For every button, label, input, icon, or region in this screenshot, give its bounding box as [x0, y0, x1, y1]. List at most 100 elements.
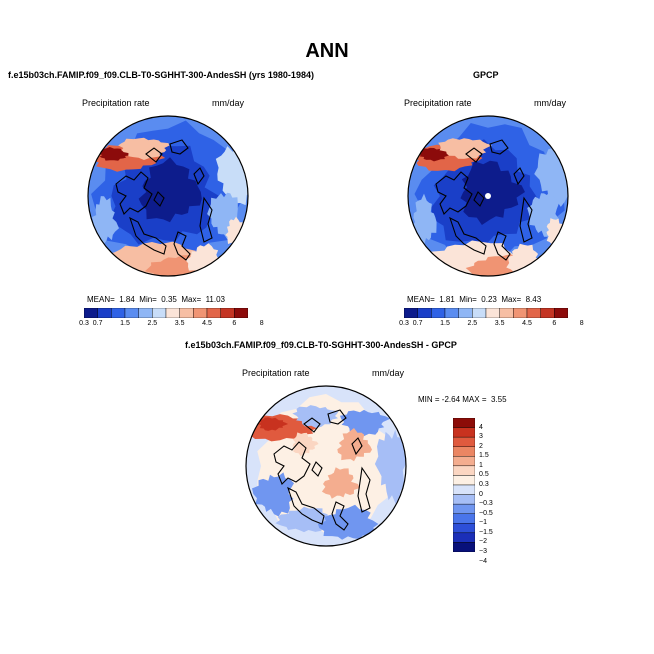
- coastline: [473, 191, 485, 207]
- panel1-colorbar: [84, 308, 248, 318]
- map-border: [245, 385, 407, 547]
- panel2-mean-label: MEAN=: [407, 295, 435, 304]
- panel3-colorbar-tick-label: 1.5: [479, 452, 489, 460]
- panel1-colorbar-swatch: [206, 308, 221, 318]
- coastline: [287, 486, 325, 525]
- panel3-colorbar-swatch: [453, 446, 475, 457]
- precip-region: [292, 405, 339, 428]
- panel2-colorbar-tick-label: 0.3: [399, 320, 409, 327]
- coastline: [193, 167, 205, 186]
- panel2-mean: 1.81: [439, 295, 455, 304]
- panel3-colorbar-swatch: [453, 542, 475, 552]
- panel1-units: mm/day: [212, 98, 245, 108]
- panel1-colorbar-swatch: [165, 308, 180, 318]
- panel2-colorbar-swatch: [485, 308, 500, 318]
- panel1-colorbar-tick-label: 3.5: [174, 320, 185, 327]
- coastline: [435, 171, 473, 215]
- coastline: [303, 417, 321, 433]
- map-field-layer: [408, 116, 568, 276]
- panel1-colorbar-tick-label: 6: [232, 320, 237, 327]
- coastline: [331, 501, 349, 531]
- panel1-colorbar-tick-label: 0.3: [79, 320, 89, 327]
- coastline: [351, 437, 363, 456]
- coastline: [311, 461, 323, 477]
- panel2-colorbar-tick-label: 8: [579, 320, 584, 327]
- panel2-colorbar-tick-label: 1.5: [440, 320, 450, 327]
- panel1-colorbar-swatch: [234, 308, 248, 318]
- panel3-colorbar-tick-label: −2: [479, 538, 487, 546]
- panel3-units: mm/day: [372, 368, 405, 378]
- panel1-colorbar-tick-label: 1.5: [120, 320, 130, 327]
- panel3-colorbar-tick-label: 2: [479, 442, 483, 450]
- panel3-colorbar-swatch: [453, 436, 475, 447]
- coastline: [465, 147, 483, 163]
- panel2-max-label: Max=: [501, 295, 522, 304]
- panel1-colorbar-tick-label: 4.5: [202, 320, 212, 327]
- panel2-stats: MEAN= 1.81 Min= 0.23 Max= 8.43: [407, 295, 541, 304]
- panel1-min: 0.35: [161, 295, 177, 304]
- panel2-colorbar-swatch: [472, 308, 487, 318]
- panel1-colorbar-labels: 0.3 0.7 1.5 2.5 3.5 4.5 6 8: [79, 320, 263, 330]
- panel1-colorbar-swatch: [179, 308, 194, 318]
- panel3-polar-map: [245, 385, 407, 547]
- panel3-colorbar-swatch: [453, 475, 475, 486]
- panel2-colorbar-swatch: [540, 308, 555, 318]
- panel3-colorbar-tick-label: −4: [479, 557, 487, 565]
- panel2-colorbar-swatch: [458, 308, 473, 318]
- panel3-min-label: MIN =: [418, 395, 440, 404]
- map-field-layer: [88, 116, 248, 276]
- panel1-variable: Precipitation rate: [82, 98, 150, 108]
- panel3-colorbar-swatch: [453, 465, 475, 476]
- precip-region: [118, 137, 170, 160]
- panel3-colorbar-swatch: [453, 494, 475, 505]
- panel2-min: 0.23: [481, 295, 497, 304]
- panel2-colorbar-tick-label: 3.5: [494, 320, 505, 327]
- precip-region: [374, 429, 406, 505]
- panel3-colorbar-tick-label: 1: [479, 461, 483, 469]
- panel3-colorbar: [453, 418, 475, 552]
- panel3-colorbar-tick-label: 0.3: [479, 481, 489, 488]
- coastline: [199, 196, 213, 243]
- precip-region: [275, 506, 331, 533]
- coastline: [327, 409, 347, 425]
- map-border: [407, 115, 569, 277]
- precip-region: [460, 160, 525, 225]
- precip-region: [416, 147, 451, 162]
- coastline: [489, 139, 509, 155]
- panel2-variable: Precipitation rate: [404, 98, 472, 108]
- panel3-max-label: MAX =: [462, 395, 487, 404]
- panel3-colorbar-swatch: [453, 532, 475, 543]
- figure-title: ANN: [305, 40, 349, 62]
- coastline: [169, 139, 189, 155]
- panel3-colorbar-swatch: [453, 427, 475, 438]
- panel3-colorbar-tick-label: 3: [479, 433, 483, 441]
- panel3-colorbar-swatch: [453, 503, 475, 514]
- panel3-stats: MIN = -2.64 MAX = 3.55: [418, 395, 507, 404]
- panel2-colorbar-swatch: [499, 308, 514, 318]
- map-field-layer: [246, 386, 406, 546]
- precip-region: [138, 157, 202, 223]
- precip-region: [252, 472, 294, 517]
- panel3-colorbar-swatch: [453, 484, 475, 495]
- panel3-colorbar-tick-label: 4: [479, 423, 483, 431]
- panel1-min-label: Min=: [139, 295, 157, 304]
- panel3-colorbar-swatch: [453, 523, 475, 534]
- panel2-colorbar-swatch: [554, 308, 568, 318]
- panel1-colorbar-swatch: [111, 308, 126, 318]
- coastline: [145, 147, 163, 163]
- map-border: [87, 115, 249, 277]
- panel1-colorbar-swatch: [152, 308, 167, 318]
- coastline: [357, 466, 371, 513]
- pole-point: [485, 193, 491, 199]
- panel1-max: 11.03: [205, 295, 226, 304]
- panel2-colorbar-tick-label: 4.5: [522, 320, 532, 327]
- panel3-variable: Precipitation rate: [242, 368, 310, 378]
- panel1-mean: 1.84: [119, 295, 135, 304]
- panel3-title: f.e15b03ch.FAMIP.f09_f09.CLB-T0-SGHHT-30…: [185, 340, 457, 350]
- panel2-colorbar-swatch: [404, 308, 418, 318]
- coastline: [173, 231, 191, 261]
- coastline: [273, 441, 311, 485]
- panel1-colorbar-tick-label: 2.5: [147, 320, 158, 327]
- precip-region: [438, 138, 492, 159]
- panel3-colorbar-tick-label: −1.5: [479, 528, 493, 536]
